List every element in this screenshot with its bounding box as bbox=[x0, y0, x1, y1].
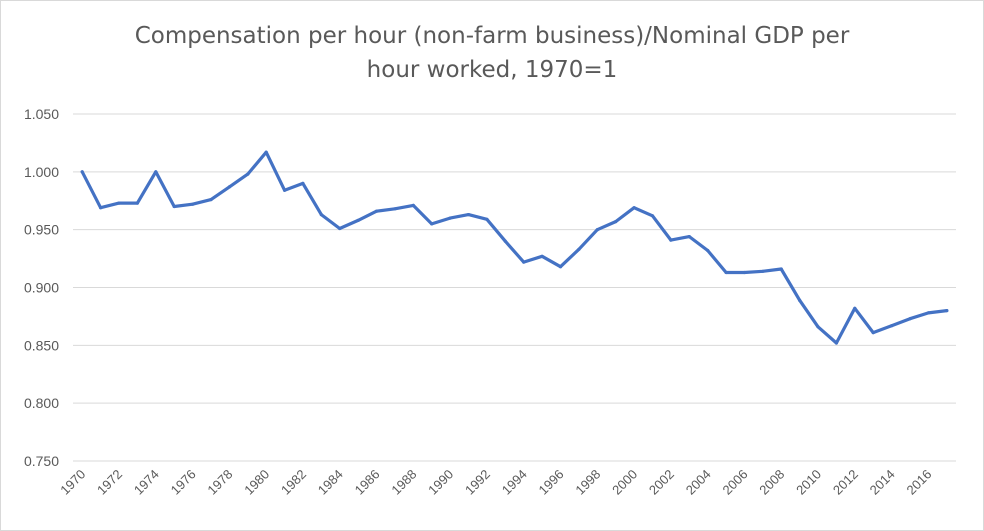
x-tick-label: 1970 bbox=[57, 467, 88, 498]
x-tick-label: 1998 bbox=[572, 467, 603, 498]
data-point bbox=[374, 209, 379, 213]
data-point bbox=[522, 260, 526, 264]
chart-title-line-1: Compensation per hour (non-farm business… bbox=[134, 23, 850, 49]
chart-title-line-2: hour worked, 1970=1 bbox=[366, 57, 618, 83]
x-tick-label: 2014 bbox=[867, 467, 898, 498]
data-point bbox=[338, 226, 342, 231]
x-tick-label: 1996 bbox=[536, 467, 567, 498]
data-point bbox=[577, 247, 581, 251]
data-point bbox=[191, 202, 195, 206]
x-tick-label: 1978 bbox=[204, 467, 235, 498]
x-tick-label: 2004 bbox=[683, 467, 714, 498]
x-tick-label: 1986 bbox=[352, 467, 383, 498]
data-point bbox=[283, 188, 287, 192]
y-tick-label: 0.850 bbox=[24, 337, 59, 353]
data-point bbox=[871, 331, 875, 335]
data-point bbox=[761, 269, 765, 273]
x-tick-label: 1994 bbox=[499, 467, 530, 498]
data-point bbox=[448, 216, 452, 220]
x-tick-label: 1980 bbox=[241, 467, 272, 498]
x-tick-label: 2010 bbox=[793, 467, 824, 498]
x-tick-label: 2012 bbox=[830, 467, 861, 498]
data-point bbox=[466, 213, 471, 217]
data-point bbox=[430, 222, 434, 226]
x-axis-ticks: 1970 1972 1974 1976 1978 1980 1982 1984 1986 1988… bbox=[57, 467, 934, 498]
y-axis-ticks: 1.050 1.000 0.950 0.900 0.850 0.800 0.750 bbox=[24, 106, 59, 469]
data-point bbox=[614, 220, 618, 224]
data-point bbox=[503, 239, 507, 243]
data-point bbox=[632, 206, 636, 210]
x-tick-label: 1972 bbox=[94, 467, 125, 498]
x-tick-label: 2016 bbox=[903, 467, 934, 498]
y-tick-label: 0.750 bbox=[24, 453, 59, 469]
data-point bbox=[135, 201, 139, 205]
data-point bbox=[926, 311, 931, 315]
data-point bbox=[945, 309, 949, 313]
x-tick-label: 1982 bbox=[278, 467, 309, 498]
data-point bbox=[485, 217, 489, 221]
data-point bbox=[99, 206, 103, 210]
x-tick-label: 1974 bbox=[131, 467, 162, 498]
y-tick-label: 0.900 bbox=[24, 280, 59, 296]
data-point bbox=[724, 270, 728, 275]
data-point bbox=[393, 207, 397, 211]
data-point bbox=[319, 213, 323, 217]
y-tick-label: 1.000 bbox=[24, 164, 59, 180]
data-point bbox=[834, 341, 839, 345]
data-point bbox=[356, 218, 360, 222]
series-line bbox=[80, 150, 949, 345]
data-point bbox=[650, 214, 655, 218]
data-point bbox=[246, 172, 250, 176]
data-point bbox=[890, 324, 894, 328]
data-point bbox=[595, 228, 599, 232]
data-point bbox=[172, 204, 176, 209]
data-point bbox=[558, 265, 563, 269]
data-point bbox=[706, 248, 710, 253]
data-point bbox=[669, 238, 673, 242]
data-point bbox=[301, 181, 305, 185]
data-point bbox=[80, 170, 84, 174]
data-point bbox=[853, 306, 857, 310]
data-point bbox=[209, 198, 213, 202]
data-point bbox=[779, 267, 783, 271]
data-point bbox=[687, 235, 691, 239]
data-point bbox=[154, 170, 158, 174]
data-point bbox=[816, 325, 820, 329]
series-group bbox=[80, 150, 949, 345]
x-tick-label: 2008 bbox=[756, 467, 787, 498]
data-point bbox=[742, 270, 747, 275]
x-tick-label: 2002 bbox=[646, 467, 677, 498]
gridlines bbox=[73, 113, 956, 462]
x-tick-label: 2000 bbox=[609, 467, 640, 498]
y-tick-label: 1.050 bbox=[24, 106, 59, 122]
data-point bbox=[411, 203, 415, 207]
data-point bbox=[908, 317, 912, 321]
data-point bbox=[117, 201, 121, 205]
x-tick-label: 1976 bbox=[168, 467, 199, 498]
x-tick-label: 1988 bbox=[388, 467, 419, 498]
y-tick-label: 0.950 bbox=[24, 222, 59, 238]
y-tick-label: 0.800 bbox=[24, 395, 59, 411]
data-point bbox=[264, 150, 268, 154]
data-point bbox=[798, 298, 802, 302]
x-tick-label: 1984 bbox=[315, 467, 346, 498]
x-tick-label: 2006 bbox=[720, 467, 751, 498]
data-point bbox=[227, 185, 231, 189]
chart-title: Compensation per hour (non-farm business… bbox=[1, 19, 983, 87]
data-point bbox=[540, 254, 544, 258]
x-tick-label: 1990 bbox=[425, 467, 456, 498]
x-tick-label: 1992 bbox=[462, 467, 493, 498]
